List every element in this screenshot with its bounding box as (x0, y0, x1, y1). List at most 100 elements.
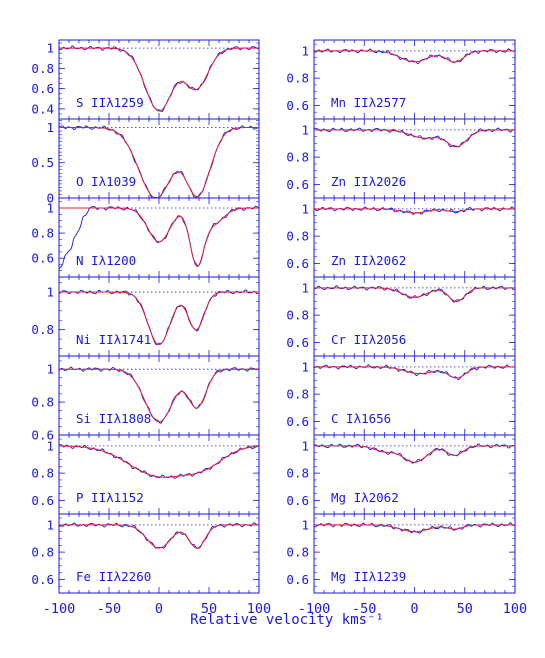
panel-1-0: 0.6 0.8 1 Mn IIλ2577 (286, 39, 516, 120)
y-tick-label: 1 (301, 43, 309, 58)
ion-label: Si IIλ1808 (76, 411, 151, 426)
y-tick-label: 0.8 (286, 308, 309, 323)
y-tick-label: 1 (46, 438, 54, 453)
y-tick-label: 1 (301, 201, 309, 216)
y-tick-label: 0.6 (31, 81, 54, 96)
y-tick-label: 1 (46, 362, 54, 377)
ion-label: Mn IIλ2577 (331, 95, 406, 110)
panel-1-2: 0.6 0.8 1 Zn IIλ2062 (286, 197, 516, 278)
ion-label: Fe IIλ2260 (76, 569, 151, 584)
fit-line (59, 524, 259, 549)
spectrum-line (58, 522, 259, 549)
y-tick-label: 0.8 (286, 229, 309, 244)
y-tick-label: 0.8 (286, 387, 309, 402)
ion-label: Mg IIλ1239 (331, 569, 406, 584)
y-tick-label: 0.6 (286, 335, 309, 350)
ion-label: Zn IIλ2062 (331, 253, 406, 268)
y-tick-label: 0.6 (31, 251, 54, 266)
fit-line (314, 445, 515, 463)
y-tick-label: 0.6 (286, 493, 309, 508)
fit-line (314, 287, 515, 303)
fit-line (59, 207, 259, 268)
fit-line (59, 445, 260, 478)
y-tick-label: 1 (301, 517, 309, 532)
y-tick-label: 0.8 (286, 71, 309, 86)
y-tick-label: 0.8 (286, 150, 309, 165)
panel-0-5: 0.6 0.8 1 P IIλ1152 (31, 434, 260, 515)
x-tick-label: 100 (503, 601, 527, 617)
y-tick-label: 0.8 (286, 545, 309, 560)
y-tick-label: 1 (46, 41, 54, 56)
ion-label: Cr IIλ2056 (331, 332, 406, 347)
y-tick-label: 1 (301, 122, 309, 137)
ion-label: P IIλ1152 (76, 490, 144, 505)
panel-0-3: 0.8 1 Ni IIλ1741 (31, 276, 260, 357)
fit-line (59, 291, 259, 346)
y-tick-label: 1 (46, 201, 54, 216)
fit-line (314, 524, 515, 533)
fit-line (59, 127, 259, 199)
x-tick-label: -50 (352, 601, 376, 617)
panel-1-5: 0.6 0.8 1 Mg Iλ2062 (286, 434, 516, 515)
y-tick-label: 0.4 (31, 101, 54, 116)
x-tick-label: -100 (43, 601, 76, 617)
y-tick-label: 0.8 (31, 61, 54, 76)
y-tick-label: 0.8 (31, 545, 54, 560)
y-tick-label: 0.6 (286, 414, 309, 429)
panel-0-6: 0.6 0.8 1 Fe IIλ2260 (31, 513, 260, 594)
fit-line (314, 366, 515, 379)
panel-0-2: 0.6 0.8 1 N Iλ1200 (31, 197, 260, 278)
x-tick-label: 50 (457, 601, 473, 617)
y-tick-label: 1 (46, 285, 54, 300)
panel-0-1: 0 0.5 1 O Iλ1039 (31, 118, 260, 206)
y-tick-label: 0.6 (286, 572, 309, 587)
y-tick-label: 0.6 (31, 572, 54, 587)
x-tick-label: -100 (298, 601, 331, 617)
ion-label: C Iλ1656 (331, 411, 391, 426)
panel-0-0: 0.4 0.6 0.8 1 S IIλ1259 (31, 39, 260, 120)
panel-1-3: 0.6 0.8 1 Cr IIλ2056 (286, 276, 516, 357)
y-tick-label: 0.6 (286, 177, 309, 192)
ion-label: Ni IIλ1741 (76, 332, 151, 347)
x-tick-label: 100 (247, 601, 271, 617)
y-tick-label: 0.6 (31, 493, 54, 508)
spectrum-line (313, 127, 515, 148)
panel-1-4: 0.6 0.8 1 C Iλ1656 (286, 355, 516, 436)
y-tick-label: 0.6 (286, 256, 309, 271)
spectrum-line (313, 443, 515, 464)
spectrum-line (313, 206, 515, 215)
fit-line (59, 47, 259, 112)
y-tick-label: 0.6 (31, 428, 54, 443)
y-tick-label: 1 (301, 359, 309, 374)
y-tick-label: 1 (301, 438, 309, 453)
fit-line (59, 368, 259, 423)
y-tick-label: 0.8 (31, 395, 54, 410)
x-tick-label: 0 (410, 601, 418, 617)
ion-label: Zn IIλ2026 (331, 174, 406, 189)
x-tick-label: 50 (201, 601, 217, 617)
ion-label: O Iλ1039 (76, 174, 136, 189)
y-tick-label: 0.8 (31, 226, 54, 241)
y-tick-label: 0.8 (286, 466, 309, 481)
fit-line (314, 50, 515, 63)
panel-0-4: 0.6 0.8 1 Si IIλ1808 (31, 355, 260, 443)
y-tick-label: 1 (46, 517, 54, 532)
ion-label: S IIλ1259 (76, 95, 144, 110)
spectrum-line (58, 444, 259, 479)
y-tick-label: 0.8 (31, 466, 54, 481)
y-tick-label: 0.5 (31, 155, 54, 170)
panel-1-6: 0.6 0.8 1 Mg IIλ1239 (286, 513, 516, 594)
y-tick-label: 1 (301, 280, 309, 295)
ion-label: Mg Iλ2062 (331, 490, 399, 505)
panel-1-1: 0.6 0.8 1 Zn IIλ2026 (286, 118, 516, 199)
x-axis-label: Relative velocity kms⁻¹ (190, 612, 384, 628)
fit-line (314, 129, 515, 148)
y-tick-label: 1 (46, 120, 54, 135)
ion-label: N Iλ1200 (76, 253, 136, 268)
y-tick-label: 0.8 (31, 322, 54, 337)
fit-line (314, 208, 515, 214)
y-tick-label: 0.6 (286, 98, 309, 113)
x-tick-label: -50 (97, 601, 121, 617)
